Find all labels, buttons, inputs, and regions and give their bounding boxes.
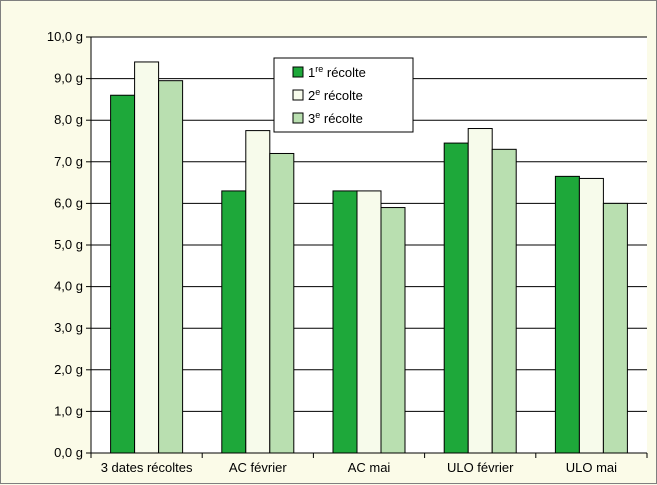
y-tick-label: 5,0 g xyxy=(54,237,83,252)
x-tick-label: AC février xyxy=(229,460,287,475)
legend-label-number: 1 xyxy=(308,65,315,80)
y-tick-label: 7,0 g xyxy=(54,154,83,169)
bar-series2-2 xyxy=(245,130,271,454)
y-tick-label: 1,0 g xyxy=(54,403,83,418)
legend-label-number: 2 xyxy=(308,88,315,103)
bar-series3-1 xyxy=(158,80,184,454)
bar-series2-3 xyxy=(356,190,382,454)
bar-series1-3 xyxy=(332,190,358,454)
x-tick-label: AC mai xyxy=(348,460,391,475)
legend-label-text: récolte xyxy=(323,65,366,80)
x-tick-label: 3 dates récoltes xyxy=(101,460,193,475)
bar-series3-4 xyxy=(491,148,517,454)
y-tick-label: 4,0 g xyxy=(54,279,83,294)
bar-series3-5 xyxy=(602,202,628,454)
bar-series3-2 xyxy=(269,152,295,454)
bar-series1-2 xyxy=(221,190,247,454)
y-tick-label: 6,0 g xyxy=(54,195,83,210)
legend-label-number: 3 xyxy=(308,111,315,126)
legend-swatch xyxy=(292,89,304,101)
bar-series1-5 xyxy=(554,175,580,454)
legend-swatch xyxy=(292,66,304,78)
legend-label: 3e récolte xyxy=(308,110,363,126)
y-tick-label: 10,0 g xyxy=(47,29,83,44)
bar-series2-5 xyxy=(578,177,604,454)
x-tick-label: ULO février xyxy=(447,460,514,475)
legend-label: 2e récolte xyxy=(308,87,363,103)
y-tick-label: 0,0 g xyxy=(54,445,83,460)
legend-label-text: récolte xyxy=(320,111,363,126)
legend-label: 1re récolte xyxy=(308,64,366,80)
legend-label-superscript: re xyxy=(315,64,323,74)
bar-series2-4 xyxy=(467,128,493,454)
x-axis-ticks: 3 dates récoltes AC février AC mai ULO févr… xyxy=(90,453,648,475)
bar-series1-4 xyxy=(443,142,469,454)
bar-series1-1 xyxy=(110,94,136,454)
bar-series3-3 xyxy=(380,207,406,454)
y-tick-label: 3,0 g xyxy=(54,320,83,335)
bars xyxy=(110,61,628,454)
legend-swatch xyxy=(292,112,304,124)
y-tick-label: 2,0 g xyxy=(54,362,83,377)
legend-label-superscript: e xyxy=(315,87,320,97)
legend-label-text: récolte xyxy=(320,88,363,103)
x-tick-label: ULO mai xyxy=(566,460,617,475)
y-tick-label: 9,0 g xyxy=(54,71,83,86)
legend-label-superscript: e xyxy=(315,110,320,120)
y-tick-label: 8,0 g xyxy=(54,112,83,127)
y-axis-ticks: 0,0 g 1,0 g 2,0 g 3,0 g 4,0 g 5,0 g 6,0 g 7,0 g… xyxy=(47,29,91,460)
bar-series2-1 xyxy=(134,61,160,454)
